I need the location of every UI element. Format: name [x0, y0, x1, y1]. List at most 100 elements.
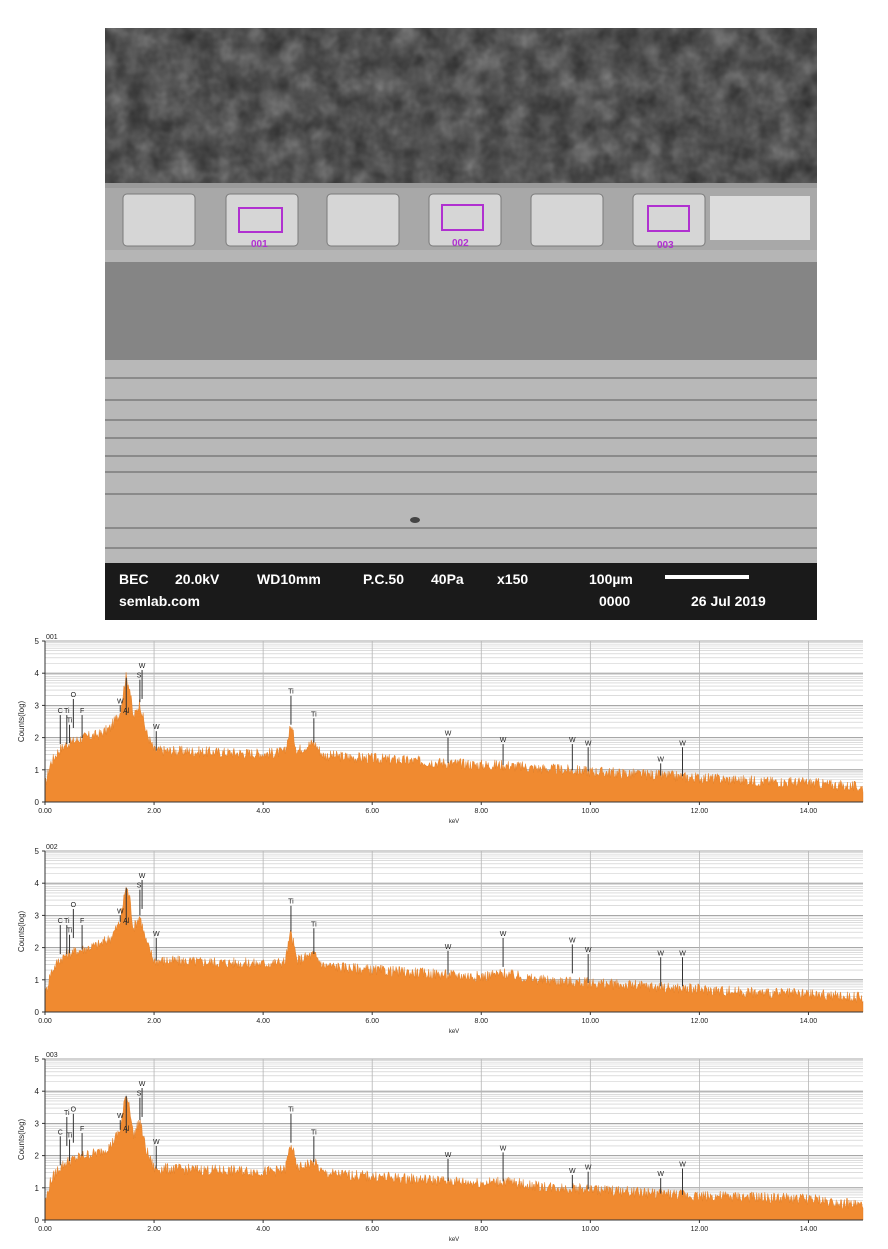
probe-current: P.C.50	[363, 571, 404, 587]
magnification: x150	[497, 571, 529, 587]
y-tick-label: 0	[35, 1216, 40, 1225]
x-tick-label: 10.00	[582, 1226, 600, 1233]
peak-label: Ti	[288, 1107, 294, 1114]
peak-label: W	[117, 698, 124, 705]
y-tick-label: 4	[35, 879, 40, 888]
working-distance: WD10mm	[257, 571, 321, 587]
y-tick-label: 1	[35, 1184, 40, 1193]
spectrum-area	[44, 672, 864, 803]
y-tick-label: 2	[35, 944, 40, 953]
peak-label: Ti	[67, 1133, 73, 1140]
peak-label: Ti	[311, 711, 317, 718]
y-tick-label: 3	[35, 701, 40, 710]
peak-label: Ti	[67, 718, 73, 725]
peak-label: W	[445, 1152, 452, 1159]
x-tick-label: 14.00	[800, 808, 818, 815]
peak-label: Al	[123, 708, 130, 715]
x-axis-label: keV	[449, 1029, 459, 1035]
peak-label: W	[657, 756, 664, 763]
peak-label: Ti	[311, 921, 317, 928]
peak-label: Ti	[311, 1129, 317, 1136]
eds-spectrum-003: 0 1 2 3 4 5 0.00 2.00 4.00 6.00 8.00 10.00 12.00 14.0…	[0, 1048, 888, 1248]
peak-label: Al	[123, 918, 130, 925]
x-tick-label: 0.00	[38, 808, 52, 815]
x-tick-label: 4.00	[256, 1018, 270, 1025]
y-tick-label: 5	[35, 1055, 40, 1064]
peak-label: W	[445, 731, 452, 738]
peak-label: Ti	[67, 928, 73, 935]
scale-label: 100µm	[589, 571, 633, 587]
peak-label: F	[80, 918, 84, 925]
eds-spectrum-001: 0 1 2 3 4 5 0.00 2.00 4.00 6.00 8.00 10.00 12.00 14.0…	[0, 630, 888, 830]
x-tick-label: 6.00	[365, 1226, 379, 1233]
roi-label: 003	[657, 240, 674, 251]
x-tick-label: 14.00	[800, 1018, 818, 1025]
x-axis-label: keV	[449, 1237, 459, 1243]
x-tick-label: 4.00	[256, 1226, 270, 1233]
peak-label: Ti	[288, 689, 294, 696]
peak-label: Si	[137, 1091, 144, 1098]
peak-label: W	[500, 931, 507, 938]
peak-label: W	[585, 947, 592, 954]
peak-label: W	[139, 1081, 146, 1088]
acquisition-date: 26 Jul 2019	[691, 593, 766, 609]
y-tick-label: 0	[35, 798, 40, 807]
peak-label: W	[139, 663, 146, 670]
x-tick-label: 6.00	[365, 1018, 379, 1025]
x-tick-label: 0.00	[38, 1018, 52, 1025]
peak-label: W	[679, 740, 686, 747]
peak-label: W	[679, 950, 686, 957]
peak-label: C	[58, 918, 63, 925]
y-tick-label: 4	[35, 1087, 40, 1096]
spectrum-title: 002	[46, 844, 58, 851]
peak-label: C	[58, 708, 63, 715]
x-tick-label: 8.00	[474, 808, 488, 815]
roi-label: 001	[251, 239, 268, 250]
x-tick-label: 0.00	[38, 1226, 52, 1233]
y-tick-label: 3	[35, 1119, 40, 1128]
peak-label: W	[153, 931, 160, 938]
x-tick-label: 10.00	[582, 808, 600, 815]
spectrum-chart: 0 1 2 3 4 5 0.00 2.00 4.00 6.00 8.00 10.00 12.00 14.0…	[17, 844, 864, 1035]
peak-label: W	[153, 1139, 160, 1146]
x-tick-label: 2.00	[147, 1018, 161, 1025]
y-tick-label: 5	[35, 847, 40, 856]
peak-label: W	[117, 908, 124, 915]
peak-label: Si	[137, 673, 144, 680]
peak-label: F	[80, 708, 84, 715]
peak-label: W	[679, 1161, 686, 1168]
y-tick-label: 2	[35, 734, 40, 743]
peak-label: W	[500, 1145, 507, 1152]
image-counter: 0000	[599, 593, 631, 609]
peak-label: W	[585, 740, 592, 747]
y-tick-label: 1	[35, 976, 40, 985]
peak-label: O	[71, 692, 77, 699]
y-tick-label: 5	[35, 637, 40, 646]
spectrum-title: 003	[46, 1052, 58, 1059]
chamber-pressure: 40Pa	[431, 571, 464, 587]
spectrum-chart: 0 1 2 3 4 5 0.00 2.00 4.00 6.00 8.00 10.00 12.00 14.0…	[17, 634, 864, 825]
site-label: semlab.com	[119, 593, 200, 609]
y-tick-label: 0	[35, 1008, 40, 1017]
x-tick-label: 12.00	[691, 808, 709, 815]
roi-label: 002	[452, 238, 469, 249]
x-tick-label: 8.00	[474, 1018, 488, 1025]
peak-label: Si	[137, 883, 144, 890]
x-tick-label: 12.00	[691, 1226, 709, 1233]
peak-label: W	[153, 724, 160, 731]
x-tick-label: 12.00	[691, 1018, 709, 1025]
peak-label: Al	[123, 1126, 130, 1133]
y-tick-label: 4	[35, 669, 40, 678]
peak-label: Ti	[64, 1110, 70, 1117]
y-axis-label: Counts(log)	[17, 910, 26, 952]
y-tick-label: 1	[35, 766, 40, 775]
peak-label: W	[569, 737, 576, 744]
x-tick-label: 2.00	[147, 808, 161, 815]
accelerating-voltage: 20.0kV	[175, 571, 220, 587]
y-axis-label: Counts(log)	[17, 700, 26, 742]
spectrum-chart: 0 1 2 3 4 5 0.00 2.00 4.00 6.00 8.00 10.00 12.00 14.0…	[17, 1052, 864, 1243]
x-tick-label: 2.00	[147, 1226, 161, 1233]
peak-label: O	[71, 902, 77, 909]
